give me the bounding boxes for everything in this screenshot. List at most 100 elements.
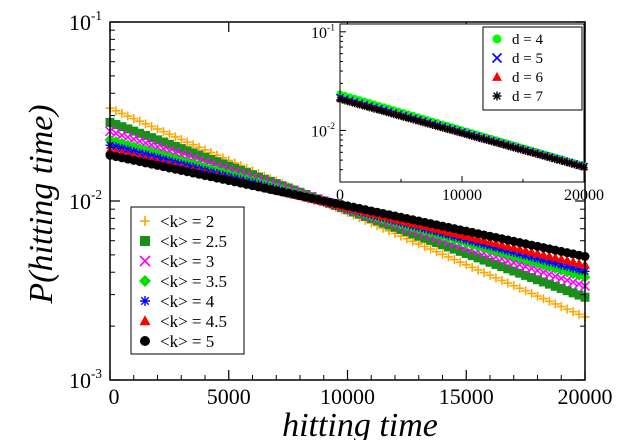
legend-label: <k> = 4.5	[160, 312, 227, 331]
data-point	[509, 281, 519, 291]
inset-data-point	[541, 153, 549, 161]
inset-data-point	[507, 143, 515, 151]
inset-legend-label: d = 6	[512, 70, 543, 86]
inset-data-point	[390, 111, 398, 119]
data-point	[521, 251, 531, 261]
inset-data-point	[395, 112, 403, 120]
y-tick-label: 10-2	[69, 187, 102, 214]
data-point	[485, 241, 495, 251]
data-point	[140, 144, 152, 156]
data-point	[556, 253, 567, 263]
main-legend-items: <k> = 2<k> = 2.5<k> = 3<k> = 3.5<k> = 4<…	[139, 212, 227, 351]
data-point	[496, 239, 507, 249]
data-point	[236, 165, 246, 175]
data-point	[443, 252, 453, 262]
data-point	[432, 238, 442, 248]
data-point	[420, 233, 430, 243]
inset-data-point	[478, 135, 486, 143]
legend-marker	[139, 315, 151, 326]
data-point	[556, 283, 566, 293]
legend-marker	[140, 236, 150, 246]
inset-data-point	[531, 150, 539, 158]
data-point	[568, 288, 578, 298]
data-point	[194, 142, 204, 152]
data-point	[556, 302, 566, 312]
data-point	[533, 275, 542, 285]
data-point	[574, 309, 584, 319]
data-point	[550, 271, 561, 282]
data-point	[544, 269, 555, 280]
data-point	[568, 307, 578, 317]
inset-data-point	[463, 131, 471, 139]
inset-x-tick-label: 0	[336, 187, 344, 204]
inset-data-point	[556, 157, 564, 165]
y-axis-label: P(hitting time)	[23, 104, 60, 304]
data-point	[455, 257, 465, 267]
data-point	[242, 168, 252, 178]
inset-data-point	[521, 147, 529, 155]
data-point	[573, 279, 585, 290]
inset-y-tick-label: 10-1	[311, 23, 335, 42]
data-point	[110, 128, 122, 139]
legend-label: <k> = 5	[160, 332, 214, 351]
data-point	[562, 275, 573, 286]
data-point	[568, 277, 579, 288]
data-point	[527, 273, 537, 283]
data-point	[538, 255, 548, 265]
inset-data-point	[346, 98, 354, 106]
data-point	[550, 252, 561, 262]
data-point	[438, 249, 447, 259]
inset-data-point	[487, 138, 495, 146]
data-point	[574, 265, 584, 275]
data-point	[461, 260, 471, 270]
data-point	[485, 257, 495, 267]
legend-marker	[140, 336, 150, 346]
inset-data-point	[419, 119, 427, 127]
data-point	[574, 258, 585, 268]
data-point	[479, 255, 489, 265]
data-point	[532, 258, 543, 269]
main-legend: <k> = 2<k> = 2.5<k> = 3<k> = 3.5<k> = 4<…	[130, 206, 245, 355]
data-point	[396, 224, 406, 234]
x-tick-label: 15000	[439, 384, 494, 409]
data-point	[200, 152, 210, 162]
data-point	[509, 266, 519, 276]
data-point	[485, 270, 495, 280]
data-point	[467, 251, 477, 261]
inset-data-point	[536, 151, 544, 159]
data-point	[527, 252, 537, 262]
data-point	[194, 150, 204, 160]
data-point	[182, 137, 192, 147]
data-point	[514, 243, 525, 253]
data-point	[135, 116, 145, 126]
data-point	[147, 121, 157, 131]
inset-data-point	[356, 101, 364, 109]
inset-data-point	[443, 126, 451, 134]
data-point	[117, 108, 127, 118]
inset-legend-label: d = 4	[512, 32, 543, 48]
data-point	[230, 163, 240, 173]
inset-data-point	[434, 123, 442, 131]
y-tick-label: 10-3	[69, 366, 102, 393]
data-point	[455, 246, 465, 256]
inset-data-point	[512, 145, 520, 153]
data-point	[508, 242, 519, 252]
inset-data-point	[414, 117, 422, 125]
data-point	[170, 132, 180, 142]
data-point	[443, 242, 453, 252]
data-point	[188, 148, 198, 158]
inset-data-point	[570, 161, 578, 169]
data-point	[515, 268, 525, 278]
data-point	[550, 281, 560, 291]
inset-data-point	[404, 115, 412, 123]
inset-data-point	[365, 104, 373, 112]
data-point	[497, 275, 507, 285]
data-point	[561, 266, 573, 278]
data-point	[479, 235, 490, 245]
data-point	[562, 286, 572, 296]
inset-plot: 0 10000 20000 10-110-2 d = 4d = 5d = 6d = …	[311, 23, 604, 204]
data-point	[562, 262, 572, 272]
legend-marker	[140, 216, 150, 226]
data-point	[402, 227, 412, 237]
